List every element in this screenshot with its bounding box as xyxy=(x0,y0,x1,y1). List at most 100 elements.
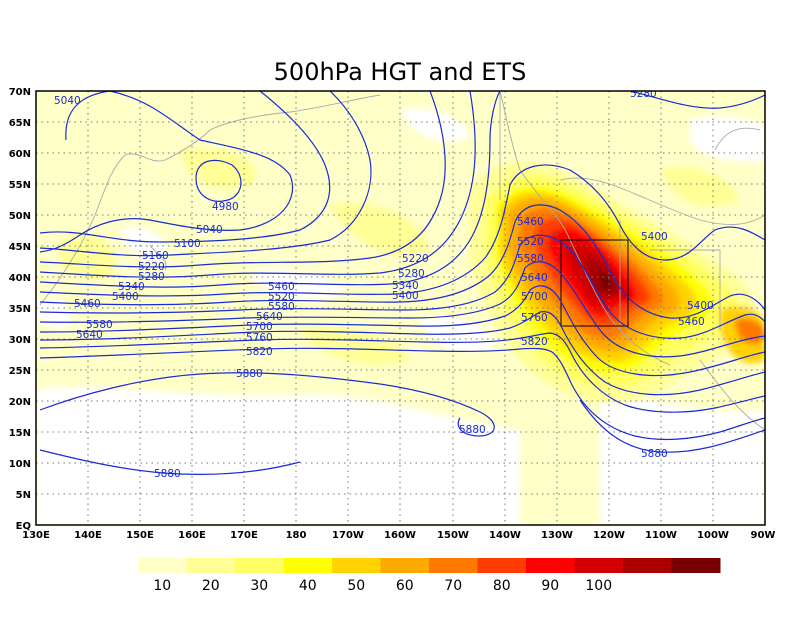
lon-label: 140E xyxy=(74,530,102,541)
colorbar: 10 20 30 40 50 60 70 80 90 100 xyxy=(138,558,721,594)
contour-label: 5880 xyxy=(236,368,263,380)
contour-label: 5520 xyxy=(517,236,544,248)
lon-label: 140W xyxy=(489,530,521,541)
colorbar-label: 60 xyxy=(396,578,414,594)
contour-label: 5820 xyxy=(246,346,273,358)
colorbar-label: 70 xyxy=(444,578,462,594)
lon-label: 170E xyxy=(230,530,258,541)
lat-label: 15N xyxy=(9,428,31,439)
contour-5160 xyxy=(39,91,372,257)
colorbar-label: 100 xyxy=(585,578,612,594)
contour-5580 xyxy=(39,261,765,358)
contour-label: 5520 xyxy=(268,291,295,303)
contour-label: 5340 xyxy=(392,280,419,292)
contour-label: 5040 xyxy=(54,95,81,107)
colorbar-swatch xyxy=(235,558,284,573)
contour-label: 5760 xyxy=(246,332,273,344)
lon-label: 130W xyxy=(541,530,573,541)
contour-5760 xyxy=(39,332,765,413)
contour-5220 xyxy=(39,91,446,268)
colorbar-label: 10 xyxy=(153,578,171,594)
ets-white-area xyxy=(600,397,765,525)
contour-label: 5460 xyxy=(678,316,705,328)
colorbar-label: 20 xyxy=(202,578,220,594)
lon-label: 150E xyxy=(126,530,154,541)
contour-label: 5340 xyxy=(118,281,145,293)
contour-label: 5400 xyxy=(112,291,139,303)
longitude-axis: 130E 140E 150E 160E 170E 180 170W 160W 1… xyxy=(22,530,775,541)
contour-label: 5640 xyxy=(76,329,103,341)
colorbar-swatch xyxy=(138,558,187,573)
colorbar-swatch xyxy=(477,558,527,573)
lat-label: 55N xyxy=(9,180,31,191)
lat-label: 25N xyxy=(9,366,31,377)
lon-label: 180 xyxy=(286,530,307,541)
lon-label: 150W xyxy=(437,530,469,541)
ets-white-area xyxy=(400,108,470,142)
lat-lon-grid xyxy=(36,91,765,525)
ets-level-120 xyxy=(598,271,614,291)
contour-label: 5040 xyxy=(196,224,223,236)
colorbar-label: 50 xyxy=(347,578,365,594)
contour-label: 5280 xyxy=(630,88,657,100)
colorbar-label: 40 xyxy=(299,578,317,594)
contour-label: 5460 xyxy=(74,298,101,310)
verification-domain-box xyxy=(560,239,629,327)
lon-label: 170W xyxy=(332,530,364,541)
contour-5520 xyxy=(39,234,765,339)
contour-label: 5640 xyxy=(256,311,283,323)
contour-label: 5400 xyxy=(687,300,714,312)
contour-label: 5640 xyxy=(521,272,548,284)
contour-5460 xyxy=(39,204,765,319)
contour-5400 xyxy=(39,164,765,297)
colorbar-label: 30 xyxy=(250,578,268,594)
lon-label: 130E xyxy=(22,530,50,541)
contour-label: 5460 xyxy=(517,216,544,228)
lat-label: 30N xyxy=(9,335,31,346)
lat-label: 10N xyxy=(9,459,31,470)
contour-5880 xyxy=(39,372,765,453)
contour-label: 5880 xyxy=(641,448,668,460)
colorbar-swatch xyxy=(623,558,672,573)
lat-label: 70N xyxy=(9,87,31,98)
lat-label: EQ xyxy=(16,521,31,532)
lon-label: 100W xyxy=(697,530,729,541)
latitude-axis: 70N 65N 60N 55N 50N 45N 40N 35N 30N 25N … xyxy=(9,87,31,532)
contour-5100 xyxy=(39,91,331,243)
lat-label: 65N xyxy=(9,118,31,129)
height-contours xyxy=(39,91,765,475)
lat-label: 60N xyxy=(9,149,31,160)
map-frame xyxy=(35,90,766,526)
contour-label: 5280 xyxy=(138,271,165,283)
contour-label: 5880 xyxy=(459,424,486,436)
colorbar-swatch xyxy=(332,558,381,573)
contour-label: 5100 xyxy=(174,238,201,250)
lon-label: 160E xyxy=(178,530,206,541)
lat-label: 50N xyxy=(9,211,31,222)
ets-level-20 xyxy=(660,166,740,207)
contour-label: 5700 xyxy=(246,321,273,333)
ets-white-area xyxy=(36,298,71,330)
contour-label: 5760 xyxy=(521,312,548,324)
colorbar-label: 80 xyxy=(493,578,511,594)
contour-5040-east xyxy=(629,91,765,109)
contour-5340 xyxy=(39,91,501,288)
contour-label: 5400 xyxy=(392,290,419,302)
colorbar-swatch xyxy=(429,558,478,573)
lat-label: 5N xyxy=(16,490,31,501)
contour-label: 4980 xyxy=(212,201,239,213)
colorbar-swatch xyxy=(574,558,624,573)
ets-white-area xyxy=(690,115,765,162)
contour-label: 5580 xyxy=(86,319,113,331)
colorbar-labels: 10 20 30 40 50 60 70 80 90 100 xyxy=(153,578,612,594)
colorbar-swatch xyxy=(526,558,575,573)
lon-label: 90W xyxy=(751,530,776,541)
contour-4980 xyxy=(195,159,242,202)
contour-labels: 5040 5040 4980 5100 5160 5220 5280 5340 … xyxy=(54,88,714,480)
ets-level-20 xyxy=(300,326,410,365)
map-panel: 5040 5040 4980 5100 5160 5220 5280 5340 … xyxy=(36,88,765,525)
contour-label: 5460 xyxy=(268,281,295,293)
contour-label: 5220 xyxy=(402,253,429,265)
lon-label: 110W xyxy=(645,530,677,541)
